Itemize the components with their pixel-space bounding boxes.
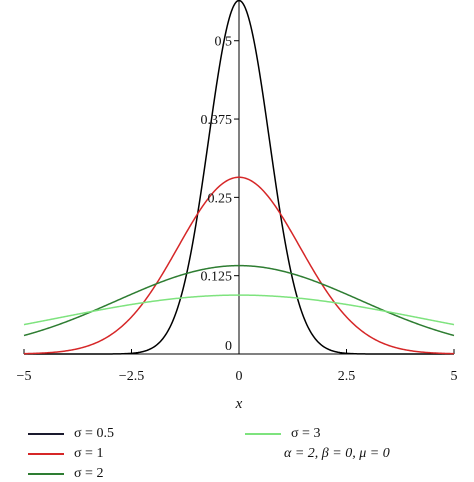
legend-label: σ = 1 [74, 446, 104, 461]
series-line-sigma-2 [23, 264, 455, 337]
legend-label: σ = 2 [74, 466, 104, 481]
y-tick-label: 0.5 [215, 35, 233, 50]
legend-item-sigma-2: σ = 2 [28, 466, 103, 482]
tick-labels: −5 −2.5 0 2.5 5 0 0.125 0.25 0.375 0.5 [17, 35, 458, 384]
y-tick-label: 0.125 [201, 270, 233, 285]
x-tick-label: −2.5 [119, 369, 144, 384]
legend-swatch [28, 473, 64, 475]
series-line-sigma-1 [23, 176, 455, 355]
legend-label: σ = 0.5 [74, 426, 114, 441]
curves [23, 0, 455, 355]
y-tick-label: 0 [225, 339, 232, 354]
legend-label: σ = 3 [291, 426, 321, 441]
series-line-sigma-3 [23, 294, 455, 326]
legend-item-sigma-1: σ = 1 [28, 446, 103, 462]
x-tick-label: 2.5 [338, 369, 356, 384]
legend-swatch [245, 433, 281, 435]
series-line-sigma-0-5 [24, 0, 454, 355]
y-tick-label: 0.375 [201, 113, 233, 128]
legend-swatch [28, 433, 64, 435]
legend-item-sigma-0-5: σ = 0.5 [28, 426, 114, 442]
x-axis-label: x [235, 396, 243, 412]
x-tick-label: −5 [17, 369, 32, 384]
x-tick-label: 0 [236, 369, 243, 384]
x-tick-label: 5 [451, 369, 458, 384]
legend-item-sigma-3: σ = 3 [245, 426, 320, 442]
legend-parameters-note: α = 2, β = 0, μ = 0 [284, 446, 390, 461]
y-tick-label: 0.25 [208, 191, 233, 206]
legend-swatch [28, 453, 64, 455]
